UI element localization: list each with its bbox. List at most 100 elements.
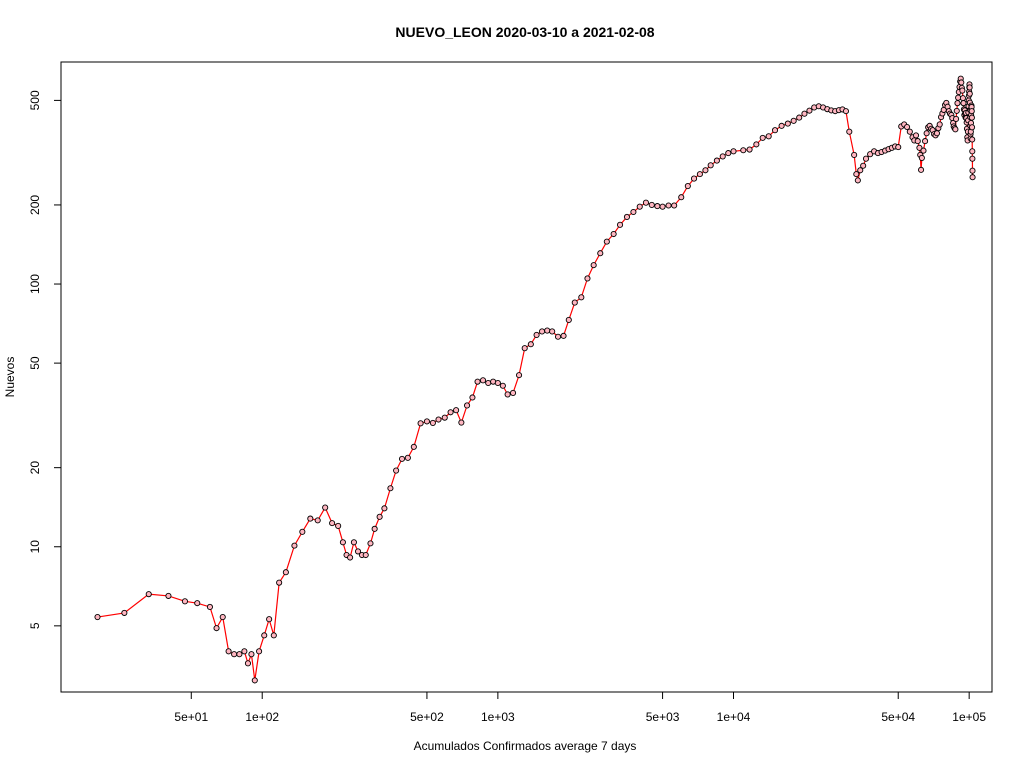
data-point	[969, 155, 976, 162]
data-point	[659, 203, 666, 210]
data-point	[959, 95, 966, 102]
data-point	[665, 202, 672, 209]
data-point	[906, 128, 913, 135]
data-point	[759, 134, 766, 141]
data-point	[165, 592, 172, 599]
data-point	[251, 677, 258, 684]
data-point	[435, 416, 442, 423]
data-point	[740, 147, 747, 154]
data-point	[469, 394, 476, 401]
data-point	[350, 539, 357, 546]
y-tick-label: 5	[28, 622, 42, 629]
data-point	[636, 203, 643, 210]
data-point	[719, 153, 726, 160]
data-point	[960, 100, 967, 107]
data-point	[231, 651, 238, 658]
data-point	[560, 332, 567, 339]
data-point	[329, 520, 336, 527]
data-point	[376, 513, 383, 520]
data-series	[94, 75, 976, 684]
x-tick-label: 5e+02	[410, 710, 444, 724]
y-axis: 5 10 20 50 100 200 500	[28, 90, 62, 629]
data-point	[527, 341, 534, 348]
data-point	[778, 122, 785, 129]
x-tick-label: 5e+04	[881, 710, 915, 724]
data-point	[219, 614, 226, 621]
data-point	[347, 554, 354, 561]
data-point	[590, 262, 597, 269]
data-point	[276, 579, 283, 586]
series-line	[97, 78, 974, 681]
data-point	[642, 199, 649, 206]
data-point	[429, 419, 436, 426]
data-point	[314, 517, 321, 524]
data-point	[969, 136, 976, 143]
data-point	[521, 345, 528, 352]
data-point	[671, 202, 678, 209]
y-tick-label: 100	[28, 274, 42, 294]
data-point	[485, 379, 492, 387]
data-point	[862, 155, 870, 162]
data-point	[696, 171, 703, 178]
data-point	[299, 528, 306, 535]
y-tick-label: 500	[28, 90, 42, 110]
x-tick-label: 5e+01	[174, 710, 208, 724]
data-point	[544, 327, 551, 334]
data-point	[765, 133, 772, 140]
data-point	[441, 414, 448, 421]
data-point	[790, 117, 797, 124]
data-point	[617, 221, 624, 228]
data-point	[784, 120, 791, 127]
data-point	[410, 443, 417, 450]
y-tick-label: 50	[28, 356, 42, 370]
y-tick-label: 200	[28, 195, 42, 215]
data-point	[597, 250, 604, 257]
data-point	[707, 162, 714, 169]
y-tick-label: 20	[28, 461, 42, 475]
data-point	[404, 454, 411, 461]
data-point	[725, 150, 732, 157]
data-point	[474, 378, 481, 385]
data-point	[933, 130, 941, 137]
data-point	[354, 548, 362, 555]
data-point	[584, 275, 591, 282]
data-point	[499, 382, 506, 389]
data-point	[393, 467, 400, 474]
data-point	[241, 648, 248, 655]
data-point	[494, 379, 501, 387]
data-point	[610, 230, 617, 238]
x-axis: 5e+01 1e+02 5e+02 1e+03 5e+03 1e+04 5e+04 1e+05	[174, 691, 986, 724]
data-point	[968, 124, 976, 131]
data-point	[846, 128, 853, 135]
data-point	[362, 551, 369, 559]
data-point	[654, 203, 661, 210]
data-point	[270, 632, 277, 639]
y-tick-label: 10	[28, 540, 42, 554]
data-point	[261, 632, 268, 639]
data-point	[895, 144, 902, 151]
data-point	[504, 391, 511, 398]
data-point	[904, 123, 911, 131]
data-point	[966, 90, 973, 97]
data-point	[206, 603, 213, 611]
data-point	[842, 108, 850, 115]
data-point	[952, 126, 959, 133]
data-point	[335, 522, 342, 530]
data-point	[423, 418, 430, 425]
data-point	[713, 157, 720, 164]
data-point	[447, 409, 454, 416]
data-point	[771, 127, 779, 134]
data-point	[958, 79, 965, 86]
data-point	[968, 108, 975, 115]
data-point	[121, 609, 128, 616]
data-point	[796, 114, 803, 121]
data-point	[936, 121, 943, 128]
data-point	[145, 591, 152, 598]
data-point	[339, 539, 346, 546]
data-point	[539, 328, 546, 335]
data-point	[867, 151, 874, 158]
data-point	[463, 402, 471, 409]
data-point	[387, 485, 394, 492]
data-point	[959, 87, 966, 94]
